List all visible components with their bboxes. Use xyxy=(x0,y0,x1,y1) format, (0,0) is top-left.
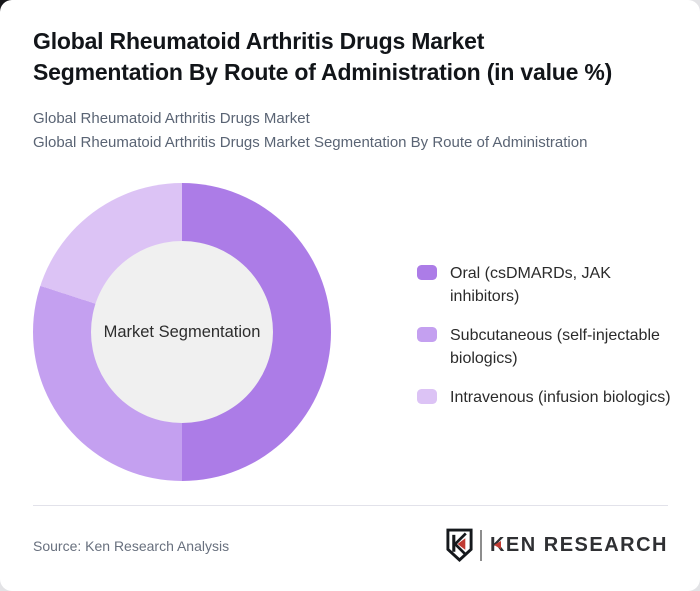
legend-item: Subcutaneous (self-injectable biologics) xyxy=(417,324,679,370)
brand-name: KEN RESEARCH xyxy=(489,533,668,556)
source-note: Source: Ken Research Analysis xyxy=(33,538,230,554)
legend-swatch xyxy=(417,327,437,342)
brand-logo: KEN RESEARCH xyxy=(445,528,668,562)
donut-center: Market Segmentation xyxy=(91,241,273,423)
donut-center-label: Market Segmentation xyxy=(103,322,261,341)
legend-label: Oral (csDMARDs, JAK inhibitors) xyxy=(450,265,611,305)
legend: Oral (csDMARDs, JAK inhibitors) Subcutaneo… xyxy=(417,262,679,425)
page-title: Global Rheumatoid Arthritis Drugs Market… xyxy=(33,26,612,88)
legend-label: Subcutaneous (self-injectable biologics) xyxy=(450,327,660,367)
footer-divider xyxy=(33,505,668,506)
text-line: Global Rheumatoid Arthritis Drugs Market xyxy=(33,110,310,127)
brand-k-triangle-icon xyxy=(493,540,501,549)
legend-item: Oral (csDMARDs, JAK inhibitors) xyxy=(417,262,679,308)
legend-item: Intravenous (infusion biologics) xyxy=(417,386,679,409)
donut-chart: Market Segmentation xyxy=(33,183,331,481)
text-line: Global Rheumatoid Arthritis Drugs Market… xyxy=(33,134,588,151)
ken-research-shield-icon xyxy=(446,528,473,562)
legend-swatch xyxy=(417,389,437,404)
text-line: Global Rheumatoid Arthritis Drugs Market xyxy=(33,28,485,54)
text-line: Segmentation By Route of Administration … xyxy=(33,59,613,85)
logo-separator xyxy=(479,529,482,561)
legend-label: Intravenous (infusion biologics) xyxy=(450,389,671,406)
chart-subtitle: Global Rheumatoid Arthritis Drugs Market… xyxy=(33,107,587,155)
legend-swatch xyxy=(417,265,437,280)
